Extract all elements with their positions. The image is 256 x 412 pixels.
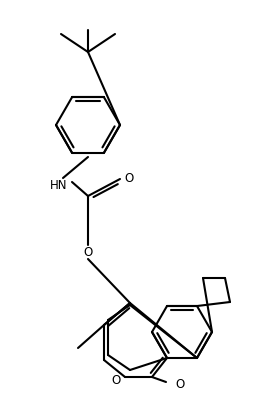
Text: O: O xyxy=(175,379,185,391)
Text: HN: HN xyxy=(50,178,68,192)
Text: O: O xyxy=(124,171,134,185)
Text: O: O xyxy=(112,374,121,386)
Text: O: O xyxy=(83,246,93,258)
